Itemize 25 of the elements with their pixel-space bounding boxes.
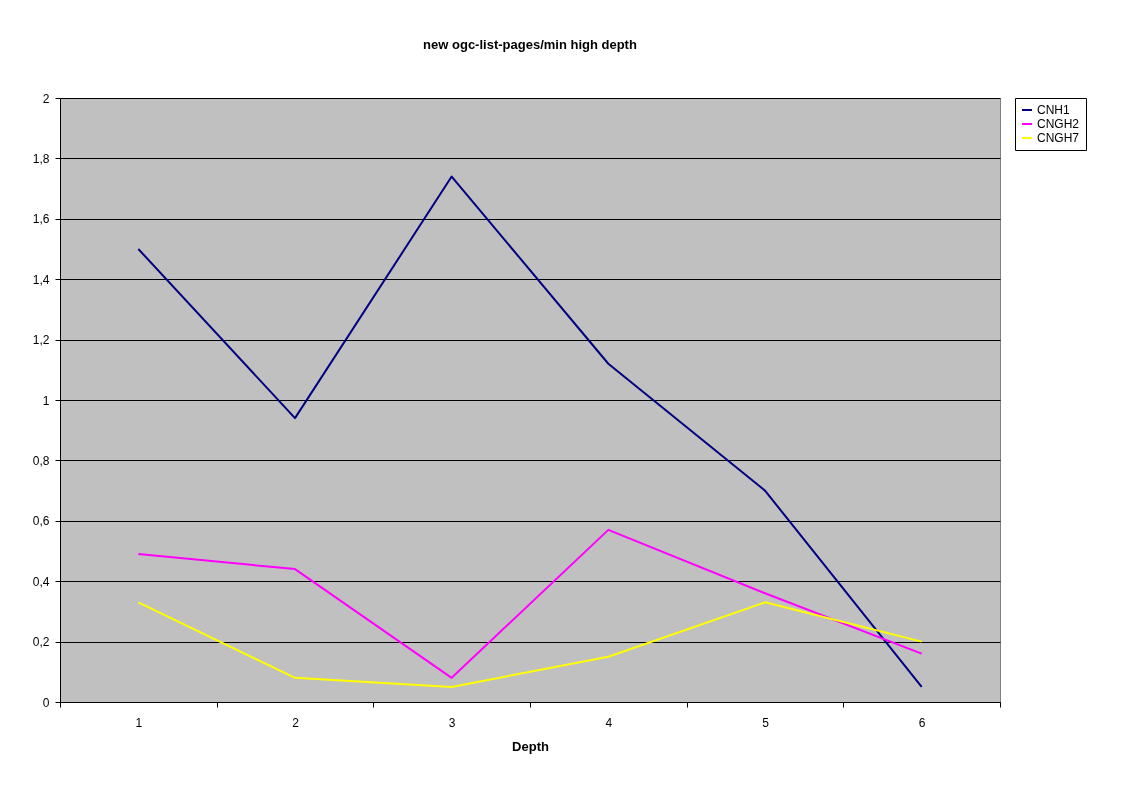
y-tick-label: 1,8 bbox=[32, 151, 50, 166]
y-tick-label: 1,4 bbox=[32, 272, 50, 287]
x-tick-label: 1 bbox=[135, 715, 143, 730]
y-tick-label: 1 bbox=[42, 393, 50, 408]
line-series bbox=[137, 601, 923, 688]
legend-label: CNH1 bbox=[1037, 103, 1070, 117]
line-series bbox=[137, 528, 923, 679]
line-series bbox=[137, 175, 923, 688]
legend-label: CNGH2 bbox=[1037, 117, 1080, 131]
y-tick-label: 0,8 bbox=[32, 453, 50, 468]
y-tick-label: 0,6 bbox=[32, 514, 50, 529]
x-tick-label: 2 bbox=[292, 715, 300, 730]
x-tick-label: 5 bbox=[762, 715, 770, 730]
chart-title: new ogc-list-pages/min high depth bbox=[423, 37, 637, 52]
y-tick-label: 0 bbox=[42, 695, 50, 710]
y-tick-label: 1,2 bbox=[32, 333, 50, 348]
x-axis-title: Depth bbox=[512, 738, 549, 754]
x-tick-label: 4 bbox=[605, 715, 613, 730]
legend-label: CNGH7 bbox=[1037, 131, 1080, 145]
y-tick-label: 2 bbox=[42, 91, 50, 106]
y-tick-label: 1,6 bbox=[32, 212, 50, 227]
y-tick-label: 0,2 bbox=[32, 635, 50, 650]
x-tick-label: 6 bbox=[918, 715, 926, 730]
y-tick-label: 0,4 bbox=[32, 574, 50, 589]
x-tick-label: 3 bbox=[448, 715, 456, 730]
